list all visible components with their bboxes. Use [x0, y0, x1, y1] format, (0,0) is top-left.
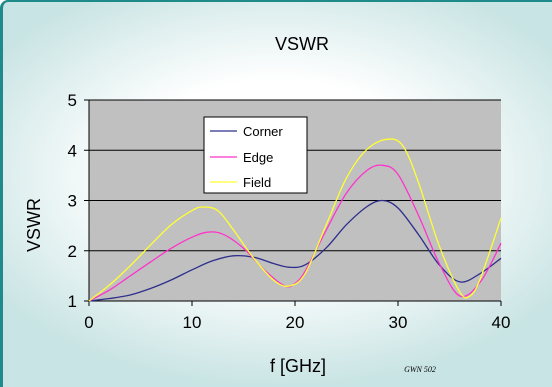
legend: Corner Edge Field — [203, 116, 308, 194]
y-tick-label-2: 2 — [68, 242, 77, 261]
tick-labels: 1 2 3 4 5 0 10 20 30 40 — [68, 91, 511, 332]
watermark-annotation: GWN 502 — [404, 365, 436, 374]
y-tick-label-3: 3 — [68, 192, 77, 211]
series-line-edge — [88, 164, 502, 302]
x-axis-title: f [GHz] — [270, 356, 326, 376]
y-tick-label-1: 1 — [68, 292, 77, 311]
legend-box — [203, 116, 308, 194]
y-tick-label-5: 5 — [68, 91, 77, 110]
legend-label-edge: Edge — [243, 150, 273, 165]
y-tick-label-4: 4 — [68, 141, 77, 160]
series-line-corner — [88, 199, 502, 302]
x-tick-label-40: 40 — [492, 313, 511, 332]
axes — [84, 99, 502, 306]
series-line-field — [88, 138, 502, 302]
x-tick-label-0: 0 — [84, 313, 93, 332]
series-lines — [88, 138, 502, 302]
x-tick-label-20: 20 — [286, 313, 305, 332]
legend-label-field: Field — [243, 175, 271, 190]
x-tick-label-10: 10 — [183, 313, 202, 332]
y-axis-title: VSWR — [24, 198, 44, 252]
legend-label-corner: Corner — [243, 124, 283, 139]
x-tick-label-30: 30 — [389, 313, 408, 332]
chart-title: VSWR — [275, 34, 329, 54]
